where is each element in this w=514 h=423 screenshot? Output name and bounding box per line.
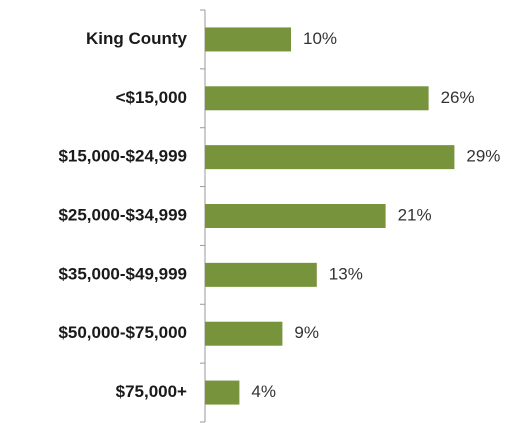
category-label: King County — [86, 29, 188, 48]
value-label: 26% — [441, 88, 475, 107]
bar — [205, 86, 429, 111]
bar — [205, 321, 283, 346]
bar — [205, 262, 317, 287]
value-label: 9% — [294, 323, 319, 342]
category-label: <$15,000 — [116, 88, 187, 107]
bar — [205, 380, 240, 405]
value-label: 13% — [329, 264, 363, 283]
category-label: $50,000-$75,000 — [58, 323, 187, 342]
category-label: $25,000-$34,999 — [58, 205, 187, 224]
value-label: 21% — [398, 205, 432, 224]
category-label: $35,000-$49,999 — [58, 264, 187, 283]
bar — [205, 27, 291, 52]
category-label: $75,000+ — [116, 382, 187, 401]
value-label: 4% — [251, 382, 276, 401]
category-label: $15,000-$24,999 — [58, 147, 187, 166]
value-label: 10% — [303, 29, 337, 48]
bar — [205, 204, 386, 228]
value-label: 29% — [466, 147, 500, 166]
bar — [205, 145, 455, 170]
